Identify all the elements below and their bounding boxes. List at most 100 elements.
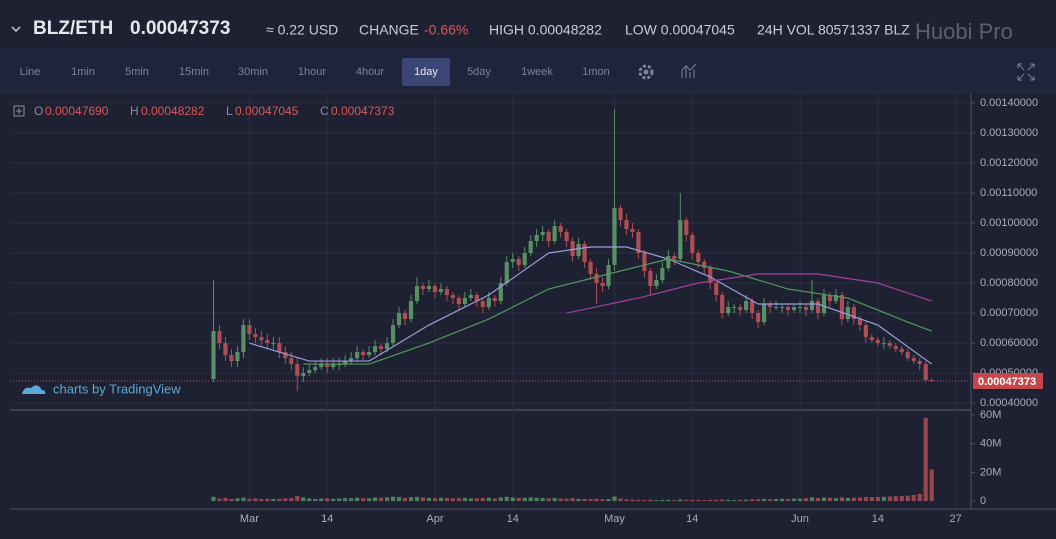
volume-bar xyxy=(540,498,545,502)
interval[interactable]: 4hour xyxy=(356,66,384,78)
candle-body xyxy=(331,364,336,368)
y-tick-label: 0.00130000 xyxy=(980,127,1038,139)
usd: ≈ 0.22 USD xyxy=(266,22,338,38)
candle-body xyxy=(600,283,605,287)
interval[interactable]: 15min xyxy=(179,66,209,78)
candle-body xyxy=(552,225,557,241)
candle-body xyxy=(402,313,408,320)
volume-bar xyxy=(426,497,432,502)
candle-body xyxy=(893,346,898,350)
volume: 24H VOL 80571337 BLZ xyxy=(757,22,910,38)
candle-body xyxy=(570,240,575,257)
indicators-icon[interactable] xyxy=(681,63,697,78)
volume-bar xyxy=(923,417,928,502)
interval[interactable]: Line xyxy=(20,66,41,78)
volume-bar xyxy=(450,498,455,502)
candle-body xyxy=(588,262,593,275)
candle-body xyxy=(211,331,216,380)
volume-bar xyxy=(636,499,641,502)
candle-body xyxy=(462,298,467,305)
candle-body xyxy=(259,337,264,341)
volume-bar xyxy=(211,496,216,502)
y-tick-label: 0.00140000 xyxy=(980,97,1038,109)
volume-tick-label: 20M xyxy=(980,466,1001,478)
candle-body xyxy=(797,307,803,309)
candle-body xyxy=(582,243,587,263)
low: LOW 0.00047045 xyxy=(625,22,735,38)
volume-bar xyxy=(803,498,809,502)
candle-body xyxy=(606,265,611,287)
interval[interactable]: 1day xyxy=(414,66,438,78)
volume-bar xyxy=(618,498,623,502)
candle-body xyxy=(271,343,276,345)
candle-body xyxy=(504,262,509,284)
candle-body xyxy=(911,358,916,362)
candle-body xyxy=(875,340,880,344)
interval[interactable]: 5day xyxy=(467,66,491,78)
candle-body xyxy=(594,274,599,284)
volume-bar xyxy=(678,499,683,502)
volume-bar xyxy=(929,469,934,502)
candle-body xyxy=(564,231,569,241)
tradingview-logo xyxy=(22,385,46,394)
interval[interactable]: 1min xyxy=(71,66,95,78)
volume-bar xyxy=(522,497,527,502)
candle-body xyxy=(319,364,324,368)
candle-body xyxy=(396,313,402,326)
volume-bar xyxy=(642,499,647,502)
candle-body xyxy=(881,343,886,345)
volume-bar xyxy=(576,498,581,502)
candle-body xyxy=(540,231,545,235)
candle-body xyxy=(438,289,444,293)
volume-bar xyxy=(295,496,300,502)
candle-body xyxy=(612,207,617,266)
volume-bar xyxy=(301,497,306,502)
candle-body xyxy=(714,283,719,296)
volume-bar xyxy=(283,498,288,502)
candle-body xyxy=(845,307,850,320)
candle-body xyxy=(265,340,270,344)
moving-average xyxy=(303,258,932,365)
candle-body xyxy=(630,228,635,232)
settings-icon[interactable] xyxy=(638,64,654,80)
candle-body xyxy=(408,301,414,320)
volume-bar xyxy=(869,497,874,502)
volume-bar xyxy=(863,497,868,502)
volume-bar xyxy=(492,498,497,502)
candle-body xyxy=(486,298,491,308)
candle-body xyxy=(247,325,252,335)
volume-bar xyxy=(361,498,366,502)
volume-bar xyxy=(319,498,324,502)
volume-bar xyxy=(534,497,539,502)
interval[interactable]: 30min xyxy=(238,66,268,78)
dropdown-icon[interactable] xyxy=(11,26,21,33)
volume-bar xyxy=(606,498,611,502)
candle-body xyxy=(887,343,892,347)
volume-bar xyxy=(696,500,701,502)
candle-body xyxy=(295,364,300,377)
interval[interactable]: 1mon xyxy=(582,66,610,78)
candle-body xyxy=(301,373,306,377)
volume-tick-label: 0 xyxy=(980,495,986,507)
candle-body xyxy=(277,343,282,353)
watermark[interactable]: charts by TradingView xyxy=(53,381,181,396)
candle-body xyxy=(384,343,390,350)
legend-icon[interactable] xyxy=(13,105,25,117)
volume-bar xyxy=(546,498,551,502)
volume-bar xyxy=(666,499,671,502)
candle-body xyxy=(289,358,294,365)
interval[interactable]: 5min xyxy=(125,66,149,78)
candle-body xyxy=(851,307,856,320)
interval[interactable]: 1hour xyxy=(298,66,326,78)
volume-bar xyxy=(337,498,342,502)
candle-body xyxy=(217,331,222,344)
volume-bar xyxy=(516,497,521,502)
interval[interactable]: 1week xyxy=(521,66,553,78)
volume-bar xyxy=(708,499,713,502)
pair[interactable]: BLZ/ETH xyxy=(33,18,113,39)
volume-bar xyxy=(462,497,467,502)
fullscreen-icon[interactable] xyxy=(1017,63,1035,81)
legend-c-label: C xyxy=(320,104,329,118)
volume-bar xyxy=(684,499,689,502)
